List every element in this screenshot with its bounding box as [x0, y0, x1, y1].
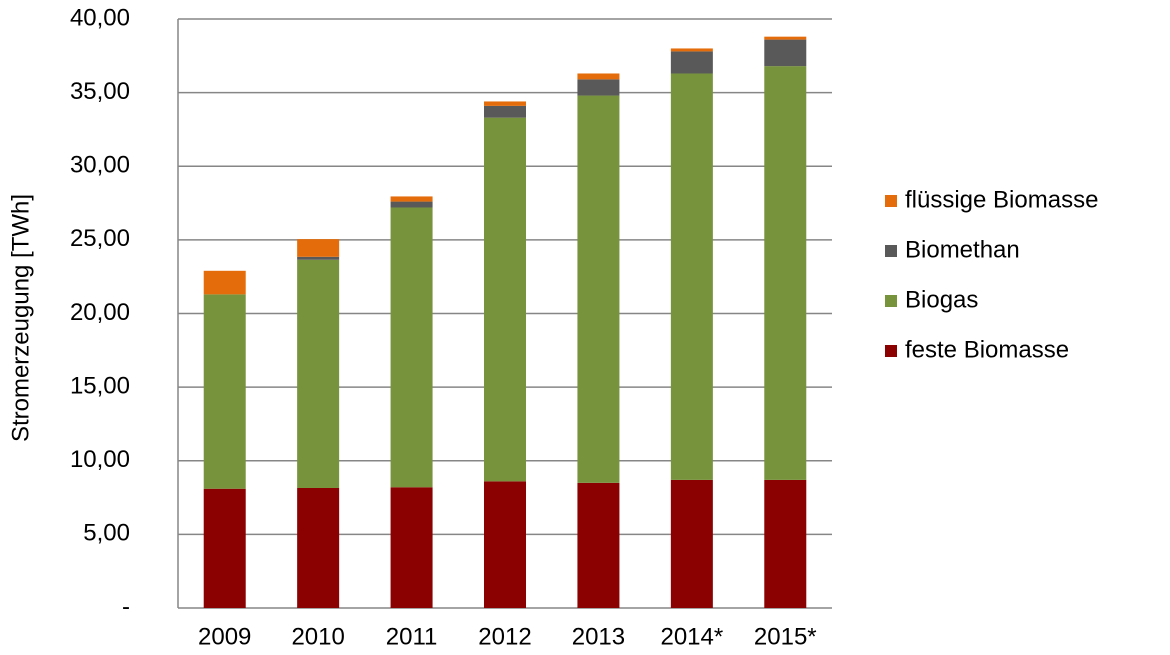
bar-segment — [484, 117, 526, 482]
bar-segment — [670, 51, 713, 74]
bar-segment — [764, 36, 807, 40]
x-tick-label: 2014* — [660, 623, 723, 650]
y-tick-label: 20,00 — [70, 299, 130, 326]
legend-marker — [885, 245, 897, 257]
legend-marker — [885, 195, 897, 207]
bar-segment — [670, 48, 713, 52]
x-tick-label: 2009 — [198, 623, 251, 650]
bar-segment — [577, 95, 620, 483]
x-tick-label: 2010 — [291, 623, 344, 650]
bar-segment — [390, 207, 433, 488]
y-tick-label: 35,00 — [70, 78, 130, 105]
x-tick-label: 2015* — [754, 623, 817, 650]
y-tick-label: 25,00 — [70, 225, 130, 252]
bar-segment — [297, 259, 340, 488]
y-tick-label: 10,00 — [70, 446, 130, 473]
bar-segment — [390, 196, 433, 202]
y-tick-label: 5,00 — [83, 520, 130, 547]
bar-segment — [670, 479, 713, 608]
bar-segment — [764, 39, 807, 67]
bar-segment — [484, 105, 526, 118]
y-axis-label: Stromerzeugung [TWh] — [7, 194, 34, 442]
bar-segment — [297, 487, 340, 608]
bar-segment — [577, 482, 620, 608]
x-tick-label: 2012 — [478, 623, 531, 650]
legend-marker — [885, 295, 897, 307]
bar-segment — [764, 66, 807, 480]
bar-segment — [764, 479, 807, 608]
bar-segment — [390, 201, 433, 208]
bar-segment — [484, 101, 526, 106]
x-tick-label: 2013 — [572, 623, 625, 650]
x-tick-label: 2011 — [386, 623, 438, 650]
y-tick-label: 15,00 — [70, 372, 130, 399]
legend-label: Biomethan — [905, 236, 1020, 263]
bar-segment — [203, 294, 246, 489]
legend-label: flüssige Biomasse — [905, 186, 1098, 213]
legend-label: Biogas — [905, 286, 978, 313]
y-tick-label: 40,00 — [70, 4, 130, 31]
legend-marker — [885, 345, 897, 357]
bar-segment — [203, 488, 246, 608]
bar-segment — [577, 73, 620, 80]
bar-segment — [390, 487, 433, 608]
y-tick-label: 30,00 — [70, 152, 130, 179]
bar-segment — [577, 79, 620, 96]
y-tick-label: - — [122, 593, 130, 620]
bar-segment — [484, 481, 526, 608]
bar-segment — [670, 73, 713, 480]
bar-segment — [203, 270, 246, 295]
bar-segment — [297, 239, 340, 257]
legend-label: feste Biomasse — [905, 336, 1069, 363]
bar-segment — [297, 256, 340, 260]
